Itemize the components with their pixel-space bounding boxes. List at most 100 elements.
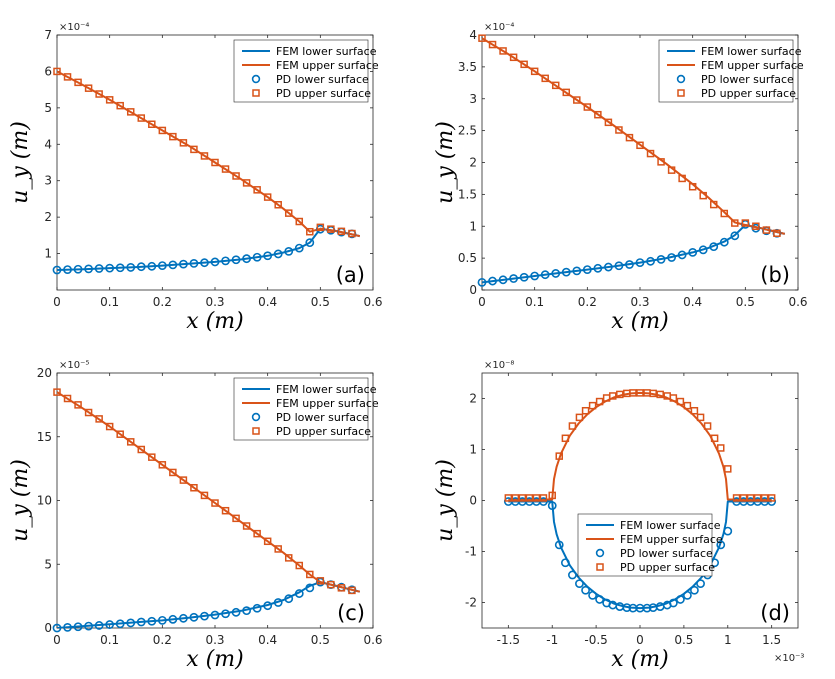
legend-entry: PD lower surface [276,411,369,424]
pd-lower-point [147,616,157,626]
pd-lower-point [588,590,597,600]
x-tick-label: 0.6 [788,295,807,309]
pd-upper-point [274,545,282,553]
pd-lower-point [178,259,188,269]
pd-upper-point [316,223,325,232]
y-tick-label: 3 [44,174,52,188]
panel-label: (c) [337,601,365,625]
pd-upper-point [575,413,584,422]
pd-lower-point [189,612,199,622]
pd-upper-point [724,465,732,473]
pd-lower-point [84,621,93,631]
legend-entry: FEM lower surface [276,383,377,396]
pd-upper-point [200,152,209,160]
pd-lower-point [231,607,241,617]
y-tick-label: 3 [469,92,477,106]
pd-lower-point [231,255,241,265]
pd-upper-point [717,444,725,452]
legend-circle-swatch [251,74,261,84]
x-tick-label: 0.3 [630,295,649,309]
x-tick-label: 0.5 [311,633,330,647]
pd-lower-point [126,263,136,272]
y-axis-label: u_y (m) [433,121,458,204]
pd-lower-point [572,266,582,276]
pd-lower-point [284,594,294,604]
pd-upper-point [555,452,563,460]
pd-upper-point [629,389,637,397]
pd-upper-point [126,108,135,116]
pd-upper-point [158,461,167,469]
pd-lower-point [94,621,104,630]
chart-panel-b: 0 0.1 0.2 0.3 0.4 0.5 0.6 0 0.5 1 1.5 2 2.5 3 3.5 4 ×10⁻… [433,22,808,334]
pd-upper-point [84,408,93,417]
pd-lower-point [675,595,685,604]
x-tick-label: 0.3 [205,633,224,647]
y-tick-label: 4 [44,137,52,151]
y-tick-label: 2 [44,210,52,224]
pd-upper-point [604,118,613,127]
y-tick-label: 2 [469,156,477,170]
pd-lower-point [178,613,188,623]
pd-lower-point [683,590,692,600]
pd-upper-point [337,227,346,236]
pd-lower-point [622,603,632,612]
x-axis-label: x (m) [611,647,668,672]
pd-upper-point [306,227,314,236]
panel-label: (a) [336,263,365,287]
pd-lower-point [63,622,72,632]
pd-upper-point [511,494,520,502]
pd-lower-point [252,603,262,613]
y-tick-label: 0 [44,621,52,635]
pd-upper-point [699,191,707,200]
y-tick-label: -2 [465,596,477,610]
pd-upper-point [583,103,592,111]
pd-lower-point [263,251,273,261]
pd-upper-point [284,554,293,562]
pd-upper-point [179,139,188,147]
y-tick-label: 1.5 [458,187,477,201]
pd-lower-point [84,264,93,274]
pd-upper-point [148,120,156,128]
pd-lower-point [294,589,304,598]
pd-upper-point [683,401,692,410]
pd-upper-point [551,81,560,90]
pd-upper-point [253,186,261,194]
fem-lower-surface-line [508,500,772,610]
pd-lower-point [730,231,740,241]
x-tick-label: -1.5 [497,633,520,647]
pd-upper-point [532,494,541,502]
pd-upper-point [678,174,686,183]
pd-upper-point [649,389,657,398]
pd-upper-point [657,158,665,166]
pd-lower-point [252,252,262,262]
pd-upper-point [710,434,719,443]
y-exponent-label: ×10⁻⁴ [484,22,514,33]
pd-lower-point [115,619,125,629]
y-tick-label: 0 [469,494,477,508]
legend-entry: PD upper surface [701,87,796,100]
pd-upper-point [263,537,272,546]
chart-panel-c: 0 0.1 0.2 0.3 0.4 0.5 0.6 0 5 10 15 20 ×10⁻⁵ x (m) u_y… [8,360,383,672]
legend-circle-swatch [595,548,605,558]
pd-lower-point [519,272,529,282]
pd-lower-point [168,260,178,270]
pd-lower-point [581,585,590,595]
x-tick-label: 0.1 [525,295,544,309]
pd-upper-point [696,413,705,422]
pd-upper-point [84,84,93,92]
x-axis-label: x (m) [186,647,243,672]
pd-upper-point [530,67,539,76]
pd-upper-point [609,392,617,400]
pd-lower-point [210,257,220,267]
pd-upper-point [200,491,209,500]
pd-upper-point [126,438,135,446]
pd-upper-point [568,422,577,430]
pd-upper-point [615,126,623,134]
pd-upper-point [656,390,664,399]
panel-label: (b) [760,263,790,287]
pd-upper-point [274,201,282,209]
pd-lower-point [719,237,729,247]
pd-lower-point [63,265,72,274]
pd-lower-point [614,261,624,271]
